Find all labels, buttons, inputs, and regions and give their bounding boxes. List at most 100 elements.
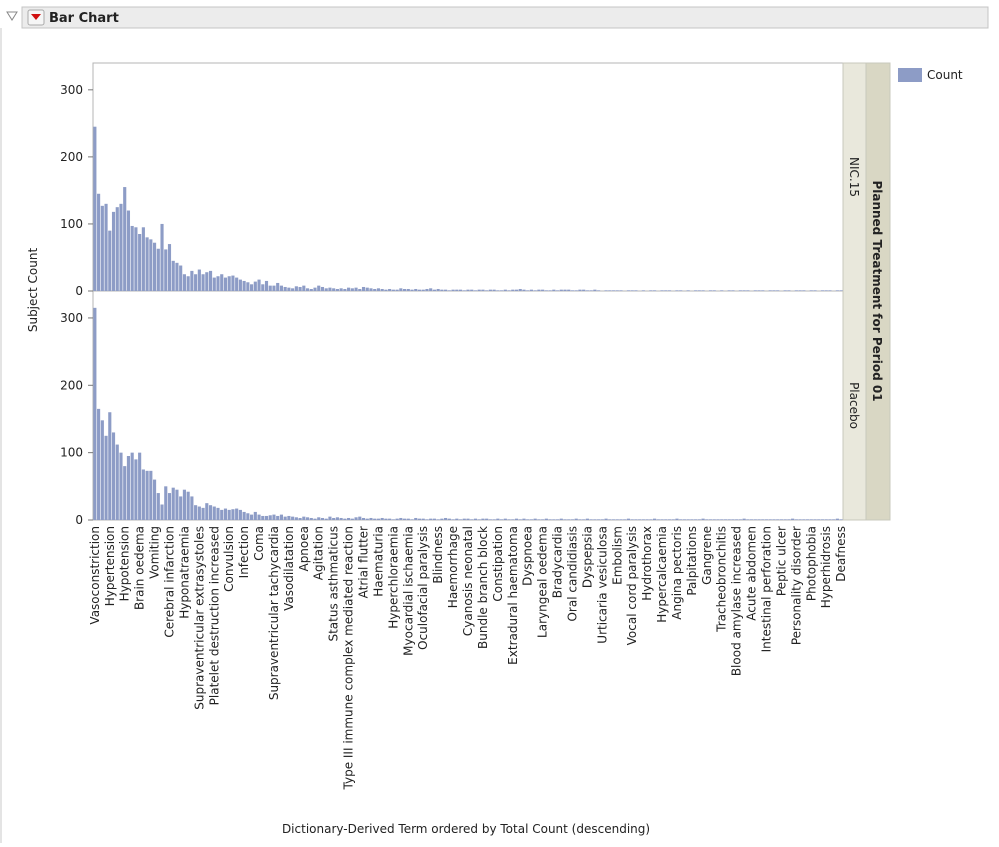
bar bbox=[347, 517, 351, 520]
bar bbox=[182, 274, 186, 291]
bar bbox=[179, 265, 183, 291]
chart-title: Bar Chart bbox=[49, 11, 119, 26]
bar bbox=[839, 290, 843, 291]
bar bbox=[238, 509, 242, 520]
bar bbox=[272, 285, 276, 291]
x-tick-label: Haemorrhage bbox=[446, 526, 460, 608]
bar bbox=[223, 508, 228, 520]
bar bbox=[365, 287, 369, 291]
y-tick-label: 200 bbox=[60, 150, 83, 164]
bar bbox=[130, 225, 134, 291]
bar bbox=[167, 244, 172, 291]
bar bbox=[585, 290, 589, 291]
bar bbox=[261, 284, 265, 291]
bar bbox=[828, 290, 832, 291]
bar bbox=[391, 519, 395, 520]
bar bbox=[802, 519, 806, 520]
bar bbox=[820, 290, 825, 291]
x-tick-label: Platelet destruction increased bbox=[207, 526, 221, 705]
bar bbox=[320, 517, 325, 520]
bar bbox=[328, 287, 332, 291]
bar bbox=[798, 519, 802, 520]
bar bbox=[391, 289, 395, 291]
bar bbox=[335, 288, 339, 291]
bar bbox=[738, 290, 742, 291]
bar bbox=[649, 290, 653, 291]
x-tick-label: Hydrothorax bbox=[640, 526, 654, 601]
bar bbox=[597, 290, 601, 291]
bar bbox=[604, 290, 608, 291]
bar bbox=[574, 518, 578, 520]
bar bbox=[291, 516, 295, 520]
bar bbox=[477, 289, 481, 291]
bar bbox=[197, 269, 201, 291]
x-tick-label: Haematuria bbox=[371, 526, 385, 597]
x-tick-label: Supraventricular extrasystoles bbox=[192, 526, 206, 710]
y-tick-label: 100 bbox=[60, 217, 83, 231]
bar bbox=[757, 519, 761, 520]
x-tick-label: Hypotension bbox=[118, 526, 132, 601]
disclosure-icon[interactable] bbox=[6, 11, 18, 21]
bar bbox=[231, 509, 235, 520]
x-tick-label: Acute abdomen bbox=[745, 526, 759, 621]
bar bbox=[555, 290, 560, 291]
bar bbox=[619, 290, 623, 291]
bar bbox=[455, 518, 459, 520]
bar bbox=[339, 288, 343, 291]
bar bbox=[208, 505, 213, 520]
bar bbox=[809, 519, 813, 520]
bar bbox=[641, 519, 645, 520]
x-tick-label: Vocal cord paralysis bbox=[625, 526, 639, 645]
bar bbox=[104, 435, 108, 520]
bar bbox=[567, 519, 571, 520]
x-axis-title: Dictionary-Derived Term ordered by Total… bbox=[282, 822, 650, 836]
bar bbox=[723, 519, 728, 520]
x-tick-label: Oculofacial paralysis bbox=[416, 526, 430, 650]
bar bbox=[451, 289, 455, 291]
bar bbox=[768, 519, 772, 520]
x-tick-label: Cerebral infarction bbox=[162, 526, 176, 638]
x-tick-label: Cyanosis neonatal bbox=[461, 526, 475, 636]
bar bbox=[578, 519, 582, 520]
bar bbox=[817, 519, 821, 520]
bar bbox=[697, 290, 701, 291]
bar bbox=[388, 288, 392, 291]
bar bbox=[708, 519, 713, 520]
bar bbox=[440, 518, 444, 520]
x-tick-label: Hyperchloraemia bbox=[386, 526, 400, 629]
bar bbox=[130, 452, 134, 520]
bar bbox=[97, 408, 101, 520]
bar bbox=[529, 289, 533, 291]
x-tick-label: Dyspepsia bbox=[580, 526, 594, 588]
bar bbox=[291, 288, 295, 291]
bar bbox=[447, 518, 451, 520]
bar bbox=[660, 290, 664, 291]
bar bbox=[694, 290, 698, 291]
bar bbox=[350, 288, 354, 291]
bar bbox=[190, 496, 194, 520]
bar bbox=[145, 237, 149, 291]
bar bbox=[361, 286, 366, 291]
bar bbox=[735, 519, 739, 520]
bar bbox=[608, 519, 612, 520]
bar bbox=[544, 290, 548, 291]
bar bbox=[205, 503, 209, 520]
bar bbox=[186, 491, 190, 520]
bar bbox=[395, 518, 399, 520]
bar bbox=[537, 289, 541, 291]
bar bbox=[108, 412, 112, 520]
x-tick-label: Agitation bbox=[312, 526, 326, 580]
bar bbox=[227, 509, 231, 520]
bar bbox=[768, 290, 772, 291]
bar bbox=[686, 290, 690, 291]
bar bbox=[361, 517, 366, 520]
bar bbox=[123, 187, 127, 291]
bar bbox=[761, 519, 765, 520]
bar bbox=[141, 469, 145, 520]
x-tick-label: Apnoea bbox=[297, 526, 311, 572]
x-tick-label: Intestinal perforation bbox=[760, 526, 774, 652]
x-tick-label: Vasoconstriction bbox=[88, 526, 102, 625]
bar bbox=[447, 290, 451, 291]
y-axis-title: Subject Count bbox=[26, 248, 40, 333]
bar bbox=[432, 289, 436, 291]
